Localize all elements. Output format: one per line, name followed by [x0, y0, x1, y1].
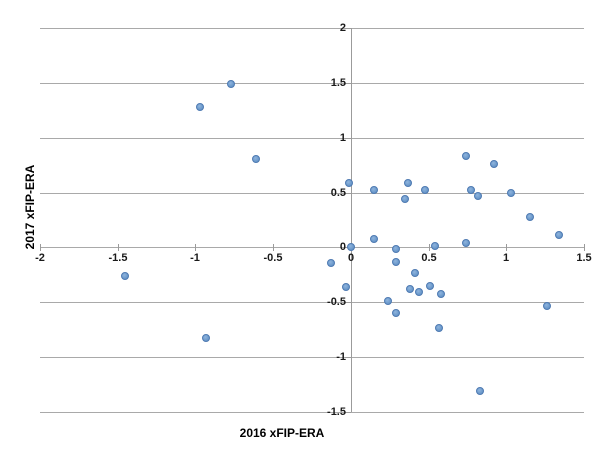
x-axis-tick	[584, 244, 585, 251]
x-axis-tick	[429, 244, 430, 251]
data-point	[474, 191, 483, 200]
x-axis-tick	[40, 244, 41, 251]
x-axis-title: 2016 xFIP-ERA	[239, 426, 325, 440]
data-point	[391, 309, 400, 318]
data-point	[346, 243, 355, 252]
data-point	[342, 282, 351, 291]
data-point	[345, 178, 354, 187]
y-tick-label: -1.5	[327, 406, 346, 418]
data-point	[384, 297, 393, 306]
y-axis-tick	[345, 28, 351, 29]
data-point	[421, 186, 430, 195]
x-tick-label: 0	[347, 252, 355, 264]
data-point	[426, 281, 435, 290]
x-axis-tick	[273, 244, 274, 251]
data-point	[391, 257, 400, 266]
data-point	[404, 178, 413, 187]
data-point	[461, 152, 470, 161]
data-point	[252, 154, 261, 163]
data-point	[489, 160, 498, 169]
data-point	[196, 102, 205, 111]
y-axis-tick	[345, 83, 351, 84]
data-point	[475, 387, 484, 396]
data-point	[542, 301, 551, 310]
y-gridline	[40, 83, 584, 84]
y-tick-label: 1	[339, 132, 346, 144]
data-point	[391, 244, 400, 253]
x-axis-tick	[506, 244, 507, 251]
x-tick-label: -2	[35, 252, 45, 264]
data-point	[437, 289, 445, 298]
data-point	[370, 234, 379, 243]
data-point	[525, 212, 534, 221]
data-point	[202, 334, 211, 343]
y-tick-label: 0	[339, 241, 346, 253]
x-tick-label: -0.5	[263, 252, 283, 264]
data-point	[461, 239, 470, 248]
y-axis-line	[351, 28, 352, 412]
data-point	[410, 268, 419, 277]
y-tick-label: -0.5	[327, 296, 346, 308]
data-point	[506, 188, 515, 197]
data-point	[555, 231, 564, 240]
y-tick-label: 1.5	[330, 77, 346, 89]
y-gridline	[40, 357, 584, 358]
data-point	[121, 271, 130, 280]
data-point	[326, 258, 335, 267]
x-tick-label: 0.5	[421, 252, 437, 264]
y-axis-tick	[345, 193, 351, 194]
y-axis-tick	[345, 412, 351, 413]
y-axis-title: 2017 xFIP-ERA	[23, 164, 37, 250]
y-gridline	[40, 28, 584, 29]
x-tick-label: 1.5	[576, 252, 592, 264]
y-gridline	[40, 412, 584, 413]
y-gridline	[40, 302, 584, 303]
data-point	[401, 195, 410, 204]
x-axis-line	[40, 247, 584, 248]
y-axis-tick	[345, 357, 351, 358]
x-axis-tick	[195, 244, 196, 251]
data-point	[415, 288, 424, 297]
x-tick-label: 1	[502, 252, 510, 264]
data-point	[430, 242, 439, 251]
y-axis-tick	[345, 138, 351, 139]
data-point	[435, 323, 444, 332]
y-gridline	[40, 138, 584, 139]
y-tick-label: 0.5	[330, 187, 346, 199]
data-point	[370, 186, 379, 195]
data-point	[405, 285, 414, 294]
x-tick-label: -1.5	[108, 252, 128, 264]
x-tick-label: -1	[190, 252, 200, 264]
data-point	[466, 186, 475, 195]
y-axis-tick	[345, 302, 351, 303]
y-gridline	[40, 193, 584, 194]
x-axis-tick	[118, 244, 119, 251]
data-point	[227, 79, 236, 88]
y-tick-label: -1	[336, 351, 346, 363]
y-tick-label: 2	[339, 22, 346, 34]
